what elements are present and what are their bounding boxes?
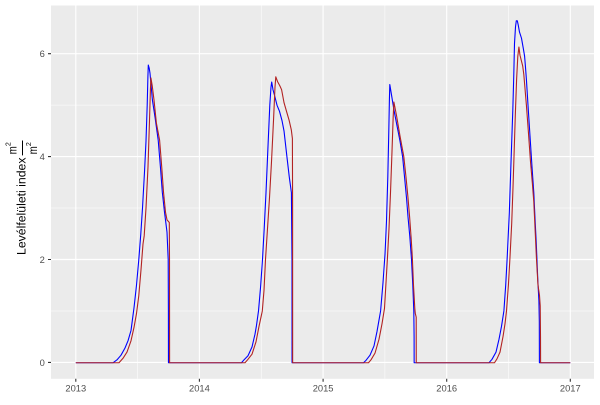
svg-text:2016: 2016 <box>436 384 457 394</box>
svg-text:2013: 2013 <box>65 384 86 394</box>
svg-text:6: 6 <box>40 49 45 59</box>
svg-text:2: 2 <box>24 142 33 146</box>
svg-text:2: 2 <box>40 255 45 265</box>
svg-text:0: 0 <box>40 358 45 368</box>
svg-text:Levélfelületi index: Levélfelületi index <box>15 157 29 255</box>
svg-text:2: 2 <box>3 142 12 146</box>
svg-text:m: m <box>5 146 19 154</box>
svg-text:m: m <box>26 146 40 154</box>
svg-text:2017: 2017 <box>560 384 581 394</box>
svg-text:2014: 2014 <box>189 384 210 394</box>
svg-text:2015: 2015 <box>313 384 334 394</box>
svg-text:4: 4 <box>40 152 45 162</box>
